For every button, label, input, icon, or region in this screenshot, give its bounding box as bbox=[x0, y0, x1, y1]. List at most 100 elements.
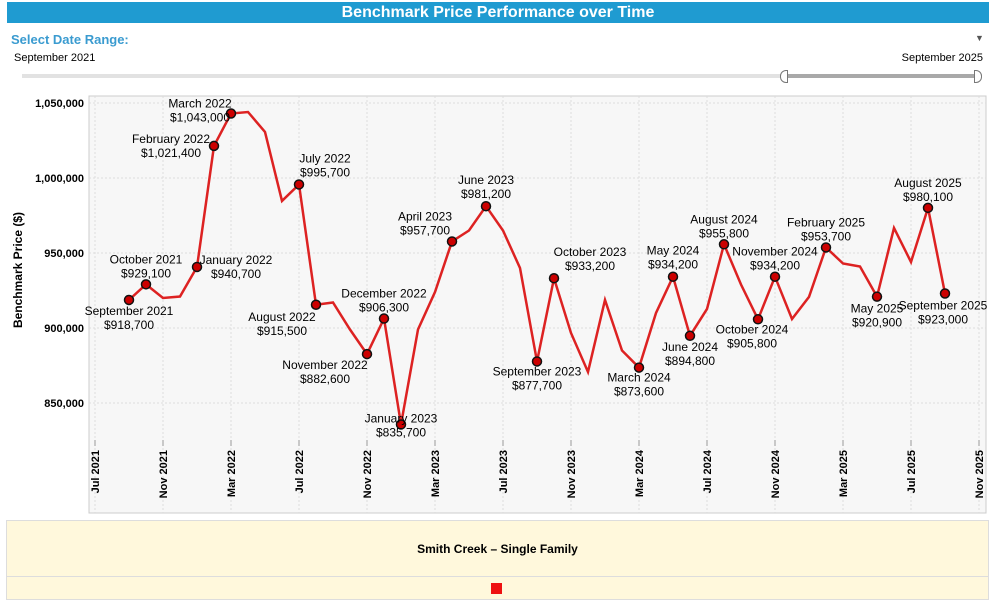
point-date-label: March 2024 bbox=[607, 371, 671, 385]
point-value-label: $940,700 bbox=[211, 267, 261, 281]
data-point[interactable] bbox=[191, 261, 203, 273]
y-axis-title: Benchmark Price ($) bbox=[11, 212, 25, 328]
legend bbox=[6, 576, 989, 600]
data-point[interactable] bbox=[684, 330, 696, 342]
x-tick-label: Nov 2021 bbox=[158, 450, 170, 498]
legend-swatch bbox=[491, 583, 502, 594]
x-tick-label: Jul 2024 bbox=[702, 449, 714, 493]
point-date-label: October 2021 bbox=[110, 252, 183, 266]
data-point[interactable] bbox=[633, 362, 645, 373]
x-tick-label: Jul 2022 bbox=[294, 450, 306, 493]
point-date-label: May 2025 bbox=[851, 302, 904, 316]
y-tick-label: 1,050,000 bbox=[35, 98, 84, 110]
point-date-label: February 2025 bbox=[787, 215, 865, 229]
slider-start-handle[interactable] bbox=[780, 70, 788, 83]
data-point[interactable] bbox=[820, 242, 832, 253]
slider-end-handle[interactable] bbox=[974, 70, 982, 83]
slider-selected-range[interactable] bbox=[786, 74, 978, 78]
point-value-label: $915,500 bbox=[257, 324, 307, 338]
data-point[interactable] bbox=[293, 179, 305, 190]
point-date-label: December 2022 bbox=[341, 287, 427, 301]
data-point[interactable] bbox=[769, 271, 781, 282]
point-value-label: $955,800 bbox=[699, 226, 749, 240]
x-tick-label: Jul 2023 bbox=[498, 450, 510, 493]
x-tick-label: Nov 2022 bbox=[362, 450, 374, 498]
point-value-label: $835,700 bbox=[376, 425, 426, 439]
point-value-label: $873,600 bbox=[614, 385, 664, 399]
x-tick-label: Jul 2025 bbox=[906, 450, 918, 493]
point-value-label: $981,200 bbox=[461, 187, 511, 201]
point-date-label: July 2022 bbox=[299, 151, 351, 165]
point-date-label: January 2022 bbox=[200, 253, 273, 267]
point-value-label: $953,700 bbox=[801, 229, 851, 243]
point-date-label: June 2023 bbox=[458, 173, 514, 187]
point-value-label: $905,800 bbox=[727, 336, 777, 350]
point-date-label: August 2025 bbox=[894, 176, 962, 190]
point-date-label: November 2024 bbox=[732, 245, 818, 259]
point-value-label: $894,800 bbox=[665, 354, 715, 368]
data-point[interactable] bbox=[140, 279, 152, 290]
point-value-label: $980,100 bbox=[903, 190, 953, 204]
x-tick-label: Nov 2025 bbox=[974, 450, 986, 498]
y-tick-label: 900,000 bbox=[44, 323, 84, 335]
x-tick-label: Jul 2021 bbox=[90, 450, 102, 493]
x-tick-label: Mar 2023 bbox=[430, 450, 442, 497]
point-value-label: $920,900 bbox=[852, 316, 902, 330]
point-value-label: $877,700 bbox=[512, 378, 562, 392]
x-tick-label: Nov 2024 bbox=[770, 449, 782, 498]
data-point[interactable] bbox=[939, 288, 951, 299]
point-date-label: March 2022 bbox=[168, 97, 232, 111]
caret-down-icon[interactable]: ▼ bbox=[975, 33, 984, 43]
x-tick-label: Mar 2025 bbox=[838, 450, 850, 497]
point-value-label: $933,200 bbox=[565, 259, 615, 273]
point-date-label: April 2023 bbox=[398, 209, 452, 223]
data-point[interactable] bbox=[208, 140, 220, 152]
point-date-label: February 2022 bbox=[132, 132, 210, 146]
data-point[interactable] bbox=[123, 294, 135, 306]
point-value-label: $929,100 bbox=[121, 266, 171, 280]
data-point[interactable] bbox=[531, 356, 543, 367]
point-date-label: January 2023 bbox=[365, 411, 438, 425]
point-value-label: $957,700 bbox=[400, 223, 450, 237]
chart-title: Benchmark Price Performance over Time bbox=[7, 2, 989, 23]
data-point[interactable] bbox=[446, 236, 458, 247]
line-chart: 1,050,000 1,000,000 950,000 900,000 850,000 J… bbox=[11, 95, 988, 514]
data-point[interactable] bbox=[922, 202, 934, 214]
data-point[interactable] bbox=[548, 272, 560, 284]
point-date-label: October 2024 bbox=[716, 322, 789, 336]
point-value-label: $906,300 bbox=[359, 301, 409, 315]
plot-area bbox=[88, 95, 987, 514]
date-range-label: Select Date Range: bbox=[11, 32, 129, 47]
point-value-label: $882,600 bbox=[300, 372, 350, 386]
point-date-label: September 2021 bbox=[85, 304, 174, 318]
data-point[interactable] bbox=[361, 348, 373, 360]
point-value-label: $995,700 bbox=[300, 165, 350, 179]
point-date-label: October 2023 bbox=[554, 245, 627, 259]
point-date-label: May 2024 bbox=[647, 244, 700, 258]
data-point[interactable] bbox=[718, 239, 730, 250]
point-date-label: September 2023 bbox=[493, 364, 582, 378]
data-point[interactable] bbox=[395, 419, 407, 430]
range-end-label: September 2025 bbox=[901, 52, 983, 64]
data-point[interactable] bbox=[378, 313, 390, 324]
point-date-label: November 2022 bbox=[282, 358, 368, 372]
data-point[interactable] bbox=[310, 299, 322, 310]
range-start-label: September 2021 bbox=[14, 52, 96, 64]
x-tick-label: Mar 2022 bbox=[226, 450, 238, 497]
data-point[interactable] bbox=[225, 108, 237, 119]
x-tick-label: Mar 2024 bbox=[634, 449, 646, 497]
data-point[interactable] bbox=[480, 200, 492, 212]
point-value-label: $934,200 bbox=[648, 258, 698, 272]
point-value-label: $934,200 bbox=[750, 259, 800, 273]
x-tick-label: Nov 2023 bbox=[566, 450, 578, 498]
point-date-label: September 2025 bbox=[899, 299, 988, 313]
point-value-label: $1,021,400 bbox=[141, 146, 201, 160]
data-point[interactable] bbox=[752, 314, 764, 325]
y-tick-label: 950,000 bbox=[44, 248, 84, 260]
data-point[interactable] bbox=[871, 291, 883, 302]
data-point[interactable] bbox=[667, 271, 679, 282]
y-tick-label: 850,000 bbox=[44, 398, 84, 410]
point-date-label: August 2024 bbox=[690, 212, 758, 226]
point-value-label: $923,000 bbox=[918, 313, 968, 327]
date-range-slider[interactable] bbox=[22, 74, 982, 78]
